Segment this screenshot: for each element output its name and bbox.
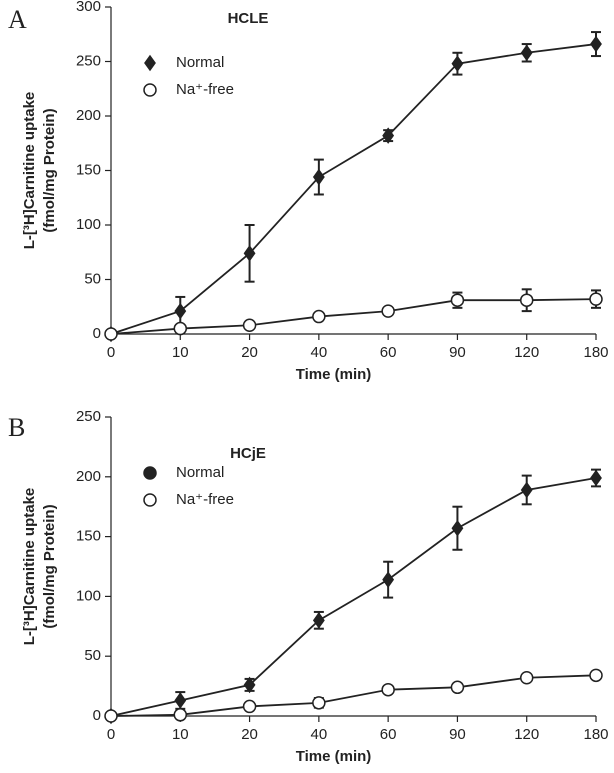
- data-point: [520, 481, 533, 499]
- data-point: [312, 612, 325, 629]
- x-tick-label: 90: [449, 726, 466, 743]
- legend-label: Na⁺-free: [176, 491, 234, 508]
- legend-marker: [143, 493, 157, 507]
- y-tick-label: 50: [84, 270, 101, 287]
- data-point: [450, 293, 465, 307]
- x-tick-label: 90: [449, 344, 466, 361]
- y-tick-label: 0: [93, 325, 101, 342]
- x-axis-label: Time (min): [296, 366, 372, 383]
- x-axis-label: Time (min): [296, 748, 372, 765]
- data-point: [242, 318, 257, 333]
- series-line: [110, 674, 597, 717]
- y-tick-label: 200: [76, 107, 101, 124]
- x-tick-label: 120: [514, 344, 539, 361]
- y-axis-label: (fmol/mg Protein): [41, 504, 58, 628]
- data-point: [104, 327, 118, 341]
- x-tick-label: 0: [107, 726, 115, 743]
- data-point: [104, 709, 118, 723]
- data-point: [589, 668, 603, 683]
- data-point: [173, 321, 188, 336]
- data-point: [174, 692, 187, 709]
- data-point: [242, 699, 257, 714]
- legend-label: Na⁺-free: [176, 81, 234, 98]
- data-point: [312, 696, 326, 710]
- legend-label: Normal: [176, 464, 224, 481]
- legend-marker: [143, 83, 157, 97]
- data-point: [173, 708, 188, 722]
- data-point: [589, 292, 603, 306]
- x-tick-label: 60: [380, 344, 397, 361]
- legend-marker: [143, 466, 157, 480]
- data-point: [381, 682, 395, 697]
- data-point: [174, 302, 187, 320]
- x-tick-label: 180: [583, 726, 608, 743]
- y-tick-label: 250: [76, 408, 101, 425]
- x-tick-label: 10: [172, 344, 189, 361]
- legend-label: Normal: [176, 54, 224, 71]
- data-point: [312, 168, 325, 186]
- y-axis-label: (fmol/mg Protein): [41, 108, 58, 232]
- data-point: [381, 304, 395, 318]
- x-tick-label: 0: [107, 344, 115, 361]
- x-tick-label: 40: [311, 344, 328, 361]
- data-point: [243, 245, 256, 262]
- data-point: [519, 670, 534, 685]
- data-point: [519, 293, 534, 307]
- panel-label: A: [8, 5, 27, 34]
- y-axis-label: L-[³H]Carnitine uptake: [21, 488, 38, 646]
- y-tick-label: 300: [76, 0, 101, 15]
- chart-title: HCLE: [228, 10, 269, 27]
- y-tick-label: 200: [76, 468, 101, 485]
- y-tick-label: 100: [76, 216, 101, 233]
- y-tick-label: 250: [76, 52, 101, 69]
- y-tick-label: 150: [76, 161, 101, 178]
- x-tick-label: 180: [583, 344, 608, 361]
- series-line: [110, 477, 597, 717]
- data-point: [590, 35, 602, 53]
- series-line: [110, 43, 597, 335]
- x-tick-label: 20: [241, 344, 258, 361]
- y-tick-label: 100: [76, 587, 101, 604]
- data-point: [382, 571, 395, 588]
- x-tick-label: 20: [241, 726, 258, 743]
- y-tick-label: 50: [84, 647, 101, 664]
- chart-title: HCjE: [230, 445, 266, 462]
- data-point: [243, 676, 256, 694]
- data-point: [451, 55, 464, 72]
- data-point: [590, 469, 602, 487]
- x-tick-label: 10: [172, 726, 189, 743]
- panel-label: B: [8, 413, 25, 442]
- data-point: [451, 519, 464, 537]
- legend-marker: [144, 54, 156, 72]
- y-tick-label: 150: [76, 528, 101, 545]
- y-tick-label: 0: [93, 707, 101, 724]
- data-point: [450, 680, 465, 695]
- series-line: [110, 298, 597, 335]
- data-point: [382, 127, 395, 144]
- data-point: [520, 44, 533, 62]
- y-axis-label: L-[³H]Carnitine uptake: [21, 92, 38, 250]
- data-point: [312, 309, 326, 324]
- x-tick-label: 40: [311, 726, 328, 743]
- x-tick-label: 60: [380, 726, 397, 743]
- x-tick-label: 120: [514, 726, 539, 743]
